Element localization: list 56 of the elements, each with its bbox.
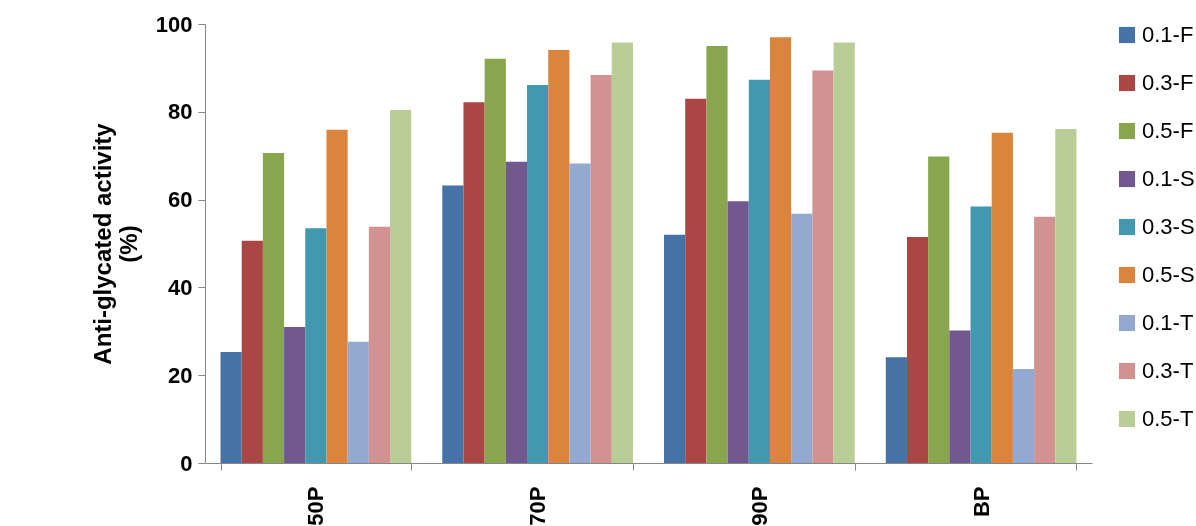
- bar: [928, 156, 950, 463]
- bar: [906, 236, 929, 463]
- legend-label: 0.3-F: [1142, 70, 1194, 95]
- y-axis-title: Anti-glycated activity (%): [88, 122, 142, 365]
- bar: [463, 102, 485, 463]
- x-tick-label: 50P: [303, 486, 329, 526]
- bar: [569, 163, 591, 463]
- bar: [791, 213, 813, 463]
- bar: [241, 240, 263, 463]
- bar: [484, 58, 506, 463]
- bar: [833, 42, 855, 463]
- legend-label: 0.1-F: [1142, 22, 1194, 47]
- bar: [727, 201, 749, 463]
- bar: [305, 228, 327, 463]
- bar: [812, 70, 834, 463]
- legend-label: 0.3-S: [1142, 214, 1195, 239]
- y-tick-label: 40: [168, 274, 193, 300]
- bar: [442, 185, 464, 463]
- bar: [527, 85, 549, 463]
- bar: [390, 110, 412, 463]
- legend-label: 0.1-T: [1142, 310, 1194, 335]
- bar: [262, 153, 285, 463]
- x-tick-label: 90P: [746, 486, 772, 526]
- bar: [326, 129, 348, 463]
- x-tick-label: 70P: [525, 486, 551, 526]
- y-tick-label: 60: [168, 187, 193, 213]
- bar: [885, 357, 907, 463]
- bar: [284, 326, 306, 463]
- bar: [611, 42, 633, 463]
- bar: [991, 132, 1013, 463]
- bar: [347, 341, 369, 463]
- bar: [748, 79, 770, 463]
- bar: [769, 37, 792, 463]
- bar: [664, 234, 686, 463]
- y-tick-label: 0: [180, 450, 193, 476]
- x-tick-label: BP: [968, 486, 994, 518]
- y-tick-label: 80: [168, 99, 193, 125]
- legend-label: 0.1-S: [1142, 166, 1195, 191]
- bar: [368, 226, 391, 463]
- legend-label: 0.5-S: [1142, 262, 1195, 287]
- bar: [949, 330, 971, 463]
- bar: [1012, 369, 1035, 463]
- legend-label: 0.3-T: [1142, 358, 1194, 383]
- bar: [505, 161, 528, 463]
- bar: [970, 206, 992, 463]
- y-tick-label: 20: [168, 362, 193, 388]
- bar: [590, 74, 612, 463]
- y-tick-label: 100: [155, 11, 193, 37]
- bar: [220, 351, 242, 463]
- legend-label: 0.5-F: [1142, 118, 1194, 143]
- bar: [548, 49, 570, 463]
- legend-label: 0.5-T: [1142, 406, 1194, 431]
- bar: [1055, 128, 1077, 463]
- bar: [1034, 216, 1056, 463]
- bar: [685, 98, 707, 463]
- bar: [706, 45, 728, 463]
